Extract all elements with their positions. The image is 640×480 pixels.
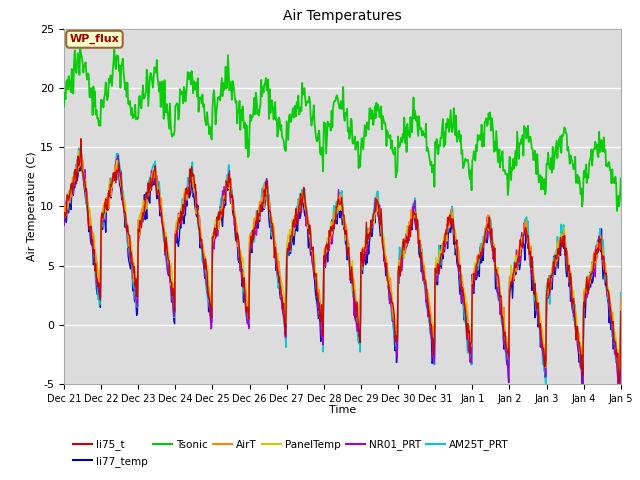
X-axis label: Time: Time bbox=[329, 405, 356, 415]
Text: WP_flux: WP_flux bbox=[70, 34, 119, 44]
Y-axis label: Air Temperature (C): Air Temperature (C) bbox=[28, 152, 37, 261]
Legend: li75_t, li77_temp, Tsonic, AirT, PanelTemp, NR01_PRT, AM25T_PRT: li75_t, li77_temp, Tsonic, AirT, PanelTe… bbox=[69, 435, 513, 471]
Title: Air Temperatures: Air Temperatures bbox=[283, 10, 402, 24]
